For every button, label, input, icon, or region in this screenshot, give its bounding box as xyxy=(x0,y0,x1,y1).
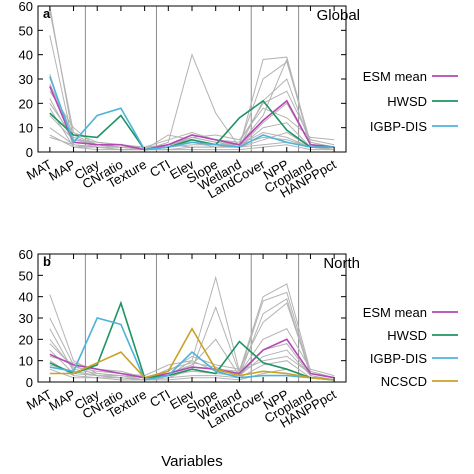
panel-a-title: Global xyxy=(317,7,360,24)
panel-a-y-tick-label: 50 xyxy=(19,23,33,38)
panel-a-y-tick-label: 40 xyxy=(19,48,33,63)
panel-a-legend-label-esm-mean: ESM mean xyxy=(363,69,427,84)
panel-a-y-tick-label: 30 xyxy=(19,72,33,87)
panel-b-y-tick-label: 0 xyxy=(26,375,33,390)
panel-a-y-tick-label: 20 xyxy=(19,96,33,111)
panel-a-series-line-hwsd xyxy=(49,99,335,151)
panel-a-y-tick-label: 0 xyxy=(26,145,33,160)
panel-a-letter: a xyxy=(43,6,51,21)
panel-a-model-line-2 xyxy=(49,10,335,151)
panel-b-y-tick-label: 50 xyxy=(19,268,33,283)
panel-b: 0102030405060MATMAPClayCNratioTextureCTI… xyxy=(19,247,458,431)
panel-a-y-tick-label: 10 xyxy=(19,121,33,136)
panel-b-title: North xyxy=(323,255,360,272)
panel-b-model-line-4 xyxy=(49,302,335,379)
panel-b-series-line-hwsd xyxy=(49,300,335,381)
panel-b-model-line-5 xyxy=(49,328,335,377)
panel-a: 0102030405060MATMAPClayCNratioTextureCTI… xyxy=(19,0,458,201)
panel-b-y-tick-label: 30 xyxy=(19,311,33,326)
panel-b-y-tick-label: 20 xyxy=(19,332,33,347)
panel-b-legend-label-esm-mean: ESM mean xyxy=(363,305,427,320)
panel-b-y-tick-label: 60 xyxy=(19,247,33,262)
panel-b-y-tick-label: 40 xyxy=(19,290,33,305)
panel-b-y-tick-label: 10 xyxy=(19,354,33,369)
panel-b-legend-label-ncscd: NCSCD xyxy=(381,374,427,389)
panel-b-series-line-igbp-dis xyxy=(49,317,335,381)
panel-a-y-tick-label: 60 xyxy=(19,0,33,14)
panel-b-legend-label-hwsd: HWSD xyxy=(387,328,427,343)
panel-b-legend-label-igbp-dis: IGBP-DIS xyxy=(370,351,427,366)
panel-b-series-line-esm-mean xyxy=(49,338,335,379)
panel-a-legend-label-hwsd: HWSD xyxy=(387,94,427,109)
x-axis-title: Variables xyxy=(161,453,222,470)
panel-a-legend-label-igbp-dis: IGBP-DIS xyxy=(370,119,427,134)
panel-b-model-line-9 xyxy=(49,349,335,381)
panel-b-series-line-ncscd xyxy=(49,327,335,381)
panel-b-letter: b xyxy=(43,254,51,269)
panel-a-series-line-igbp-dis xyxy=(49,76,335,151)
panel-a-series-line-esm-mean xyxy=(49,85,335,151)
